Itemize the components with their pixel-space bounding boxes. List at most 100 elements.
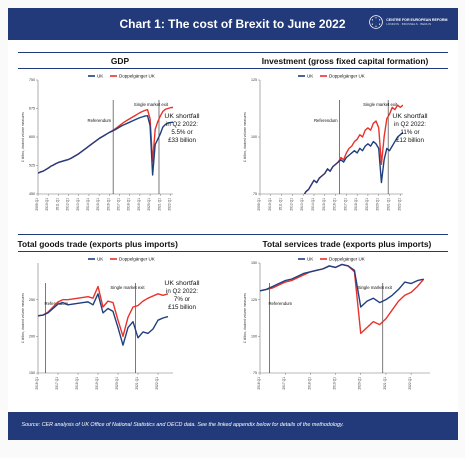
legend-label: UK: [307, 257, 313, 262]
x-tick-label: 2009 Q1: [257, 198, 261, 211]
header-bar: Chart 1: The cost of Brexit to June 2022…: [7, 8, 458, 40]
x-tick-label: 2010 Q1: [267, 198, 271, 211]
x-tick-label: 2013 Q1: [300, 198, 304, 211]
shortfall-note-line: UK shortfall: [164, 113, 200, 120]
panel-title-investment: Investment (gross fixed capital formatio…: [261, 56, 429, 66]
series-line-doppelganger: [259, 263, 424, 335]
figure-title: Chart 1: The cost of Brexit to June 2022: [119, 17, 346, 31]
x-tick-label: 2018 Q1: [126, 198, 130, 211]
y-tick-label: 75: [253, 371, 257, 375]
x-tick-label: 2019 Q1: [95, 377, 99, 390]
legend-label: UK: [307, 74, 313, 79]
panel-title-gdp: GDP: [110, 56, 130, 66]
logo-name: CENTRE FOR EUROPEAN REFORM: [386, 18, 448, 22]
legend-label: UK: [97, 74, 103, 79]
x-tick-label: 2014 Q1: [85, 198, 89, 211]
x-tick-label: 2022 Q1: [408, 377, 412, 390]
y-axis-title: £ billion, chained volume measures: [21, 293, 25, 343]
series-line-uk: [37, 115, 173, 176]
shortfall-note-line: in Q2 2022:: [166, 288, 198, 295]
y-tick-label: 675: [29, 107, 35, 111]
x-tick-label: 2022 Q1: [397, 198, 401, 211]
goods-trade-chart: 150 200 250 £ billion, chained volume measu…: [21, 257, 200, 390]
x-tick-label: 2012 Q1: [289, 198, 293, 211]
y-tick-label: 150: [29, 371, 35, 375]
x-tick-label: 2017 Q1: [282, 377, 286, 390]
x-tick-label: 2020 Q1: [357, 377, 361, 390]
x-tick-label: 2022 Q1: [155, 377, 159, 390]
investment-chart: 75 100 125 £ billion, chained volume measur…: [243, 74, 428, 211]
y-axis-title: £ billion, chained volume measures: [243, 112, 247, 162]
series-line-uk: [259, 263, 424, 308]
x-tick-label: 2019 Q1: [332, 377, 336, 390]
x-tick-label: 2020 Q1: [115, 377, 119, 390]
legend-label: Doppelgänger UK: [119, 257, 155, 262]
divider: [17, 234, 448, 235]
x-tick-label: 2021 Q1: [135, 377, 139, 390]
x-tick-label: 2015 Q1: [96, 198, 100, 211]
x-tick-label: 2016 Q1: [257, 377, 261, 390]
x-tick-label: 2021 Q1: [157, 198, 161, 211]
y-tick-label: 525: [29, 164, 35, 168]
x-tick-label: 2017 Q1: [55, 377, 59, 390]
x-tick-label: 2010 Q1: [45, 198, 49, 211]
shortfall-note-line: £15 billion: [168, 304, 196, 311]
event-label: Single market exit: [363, 102, 398, 107]
cer-logo: CENTRE FOR EUROPEAN REFORM LONDON · BRUS…: [369, 15, 448, 29]
x-tick-label: 2011 Q1: [55, 198, 59, 211]
x-tick-label: 2015 Q1: [321, 198, 325, 211]
legend-label: UK: [97, 257, 103, 262]
shortfall-note-line: £12 billion: [396, 137, 424, 144]
y-tick-label: 125: [251, 78, 257, 82]
shortfall-note-line: 7% or: [173, 296, 189, 303]
y-tick-label: 100: [251, 335, 257, 339]
x-tick-label: 2021 Q1: [382, 377, 386, 390]
legend-label: Doppelgänger UK: [329, 74, 365, 79]
y-tick-label: 600: [29, 135, 35, 139]
y-tick-label: 250: [29, 298, 35, 302]
services-trade-chart: 75 100 125 150 £ billion, chained volume mea…: [243, 257, 430, 390]
event-label: Single market exit: [357, 285, 392, 290]
x-tick-label: 2016 Q1: [35, 377, 39, 390]
x-tick-label: 2018 Q1: [354, 198, 358, 211]
source-bar: Source: CER analysis of UK Office of Nat…: [7, 412, 458, 440]
y-tick-label: 75: [253, 192, 257, 196]
y-axis-title: £ billion, chained volume measures: [243, 293, 247, 343]
gdp-chart: 450 525 600 675 750 £ billion, chained volume…: [21, 74, 200, 211]
x-tick-label: 2019 Q1: [364, 198, 368, 211]
x-tick-label: 2017 Q1: [116, 198, 120, 211]
shortfall-note-line: £33 billion: [168, 137, 196, 144]
y-tick-label: 100: [251, 135, 257, 139]
shortfall-note-line: UK shortfall: [392, 113, 428, 120]
y-axis-title: £ billion, chained volume measures: [21, 112, 25, 162]
y-tick-label: 200: [29, 335, 35, 339]
y-tick-label: 150: [251, 261, 257, 265]
shortfall-note-line: in Q2 2022:: [166, 121, 198, 128]
event-label: Single market exit: [133, 102, 168, 107]
shortfall-note-line: in Q2 2022:: [394, 121, 426, 128]
divider: [17, 251, 448, 252]
x-tick-label: 2022 Q1: [167, 198, 171, 211]
panel-title-goods-trade: Total goods trade (exports plus imports): [17, 239, 178, 249]
legend-label: Doppelgänger UK: [119, 74, 155, 79]
star-circle-icon: [369, 15, 384, 29]
source-note: Source: CER analysis of UK Office of Nat…: [21, 422, 344, 428]
x-tick-label: 2018 Q1: [75, 377, 79, 390]
x-tick-label: 2021 Q1: [386, 198, 390, 211]
chart-figure: Chart 1: The cost of Brexit to June 2022…: [7, 8, 458, 440]
shortfall-note-line: UK shortfall: [164, 280, 200, 287]
x-tick-label: 2020 Q1: [147, 198, 151, 211]
legend-label: Doppelgänger UK: [329, 257, 365, 262]
x-tick-label: 2016 Q1: [106, 198, 110, 211]
x-tick-label: 2012 Q1: [65, 198, 69, 211]
x-tick-label: 2014 Q1: [310, 198, 314, 211]
y-tick-label: 450: [29, 192, 35, 196]
x-tick-label: 2018 Q1: [307, 377, 311, 390]
divider: [17, 52, 448, 53]
series-line-uk: [37, 293, 168, 346]
event-label: Referendum: [87, 118, 111, 123]
x-tick-label: 2017 Q1: [343, 198, 347, 211]
y-tick-label: 750: [29, 78, 35, 82]
x-tick-label: 2013 Q1: [75, 198, 79, 211]
x-tick-label: 2016 Q1: [332, 198, 336, 211]
